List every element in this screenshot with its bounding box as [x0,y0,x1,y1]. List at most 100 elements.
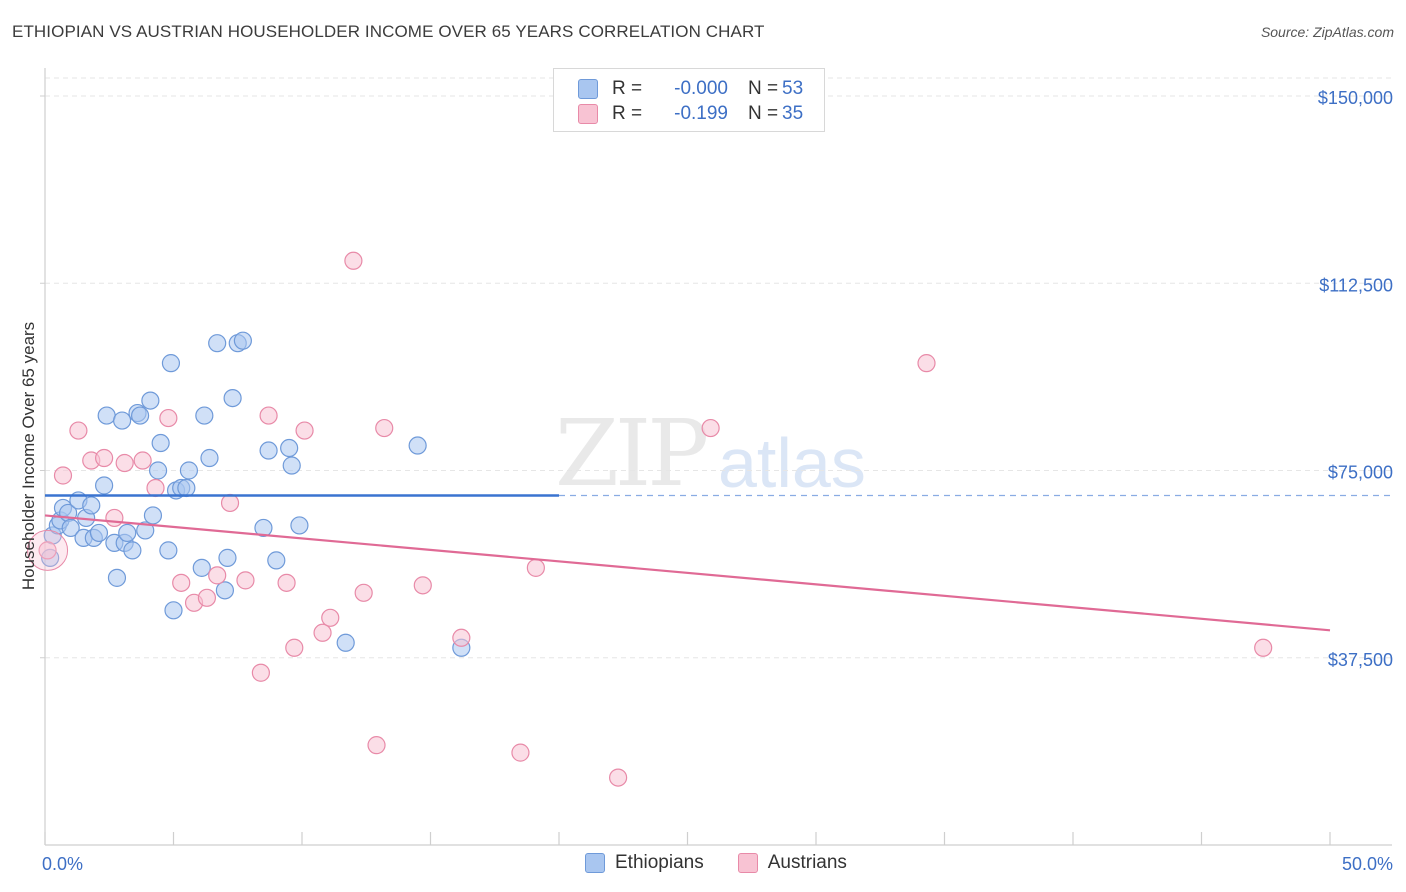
data-point[interactable] [148,461,168,480]
data-point[interactable] [277,573,296,592]
data-point[interactable] [61,518,80,538]
data-point[interactable] [220,493,240,513]
legend-item-ethiopians[interactable]: Ethiopians [585,852,704,874]
data-point[interactable] [141,391,160,410]
data-point[interactable] [295,421,314,440]
data-point[interactable] [701,418,720,438]
data-point[interactable] [159,408,178,428]
data-point[interactable] [130,406,150,425]
legend-r-label: R = [612,103,643,124]
watermark: ZIP atlas [555,400,866,507]
data-point[interactable] [112,411,132,430]
data-point[interactable] [917,354,936,373]
data-point[interactable] [215,581,234,600]
data-point[interactable] [285,638,304,657]
data-point[interactable] [609,768,628,787]
source-label: Source: ZipAtlas.com [1260,24,1394,40]
data-point[interactable] [218,548,237,567]
legend-label-austrians: Austrians [767,852,847,873]
data-point[interactable] [313,623,332,642]
data-point[interactable] [254,518,273,538]
data-point[interactable] [161,354,181,373]
data-point[interactable] [375,418,394,438]
data-point[interactable] [259,441,278,460]
data-point[interactable] [172,573,191,592]
data-point[interactable] [259,406,278,425]
data-point[interactable] [107,568,127,587]
legend-r-value: -0.199 [674,103,728,124]
data-point[interactable] [177,478,196,498]
data-point[interactable] [367,736,386,755]
gridlines [40,77,1392,659]
data-point[interactable] [123,541,142,560]
legend-swatch-austrians [578,104,598,124]
watermark-zip: ZIP [555,400,706,507]
data-point[interactable] [208,566,227,585]
chart-title: ETHIOPIAN VS AUSTRIAN HOUSEHOLDER INCOME… [12,22,765,41]
data-point[interactable] [115,453,134,473]
x-tick-labels: 0.0% 50.0% [42,854,1393,874]
data-point[interactable] [223,388,242,408]
data-point[interactable] [159,541,178,560]
data-point[interactable] [452,628,471,647]
legend-item-austrians[interactable]: Austrians [737,852,847,874]
legend-label-ethiopians: Ethiopians [615,852,704,873]
data-point[interactable] [95,476,114,495]
legend-r-value: -0.000 [674,78,728,99]
data-point[interactable] [280,438,299,458]
data-point[interactable] [118,523,137,543]
data-point[interactable] [197,588,217,607]
legend-n-value: 35 [782,103,804,124]
legend-swatch-ethiopians [578,79,598,99]
data-point[interactable] [82,496,101,515]
data-point[interactable] [267,551,286,570]
data-point[interactable] [251,663,270,682]
y-tick-labels: $150,000 $112,500 $75,000 $37,500 [1318,88,1393,670]
data-point[interactable] [69,421,88,440]
data-point[interactable] [321,608,340,627]
y-tick-label: $75,000 [1328,463,1393,483]
trend-line-austrians [44,514,1331,632]
data-point[interactable] [133,451,152,470]
data-point[interactable] [192,558,211,577]
data-point[interactable] [53,466,73,485]
correlation-legend: R = -0.000 N = 53 R = -0.199 N = 35 [553,68,825,132]
data-point[interactable] [97,406,116,425]
legend-row-ethiopians: R = -0.000 N = 53 [578,77,803,101]
data-point[interactable] [38,541,57,560]
data-point[interactable] [236,571,255,590]
data-point[interactable] [290,516,309,535]
data-point[interactable] [282,456,301,475]
data-point[interactable] [95,448,114,468]
data-point[interactable] [354,583,373,602]
data-point[interactable] [413,576,432,595]
data-point[interactable] [164,601,183,620]
legend-n-label: N = [748,103,779,124]
data-point[interactable] [200,448,219,468]
data-point[interactable] [526,558,545,577]
data-point[interactable] [408,436,427,455]
data-point[interactable] [336,633,355,652]
data-point[interactable] [233,331,252,350]
y-axis-label: Householder Income Over 65 years [19,322,38,590]
data-point[interactable] [208,334,227,353]
legend-n-label: N = [748,78,779,99]
data-point[interactable] [195,406,214,425]
x-ticks [44,832,1331,845]
y-tick-label: $37,500 [1328,650,1393,670]
data-point[interactable] [89,523,109,543]
x-tick-label: 0.0% [42,854,83,874]
data-point[interactable] [151,433,170,453]
data-point[interactable] [136,521,155,540]
data-point[interactable] [179,461,199,480]
data-point[interactable] [511,743,530,762]
y-tick-label: $112,500 [1319,275,1393,295]
data-point[interactable] [1254,638,1273,657]
data-point[interactable] [143,506,163,525]
legend-swatch-ethiopians [585,853,605,873]
data-point[interactable] [344,251,363,270]
data-point-cluster[interactable] [27,529,69,571]
data-point[interactable] [146,478,165,498]
data-point[interactable] [105,508,124,528]
